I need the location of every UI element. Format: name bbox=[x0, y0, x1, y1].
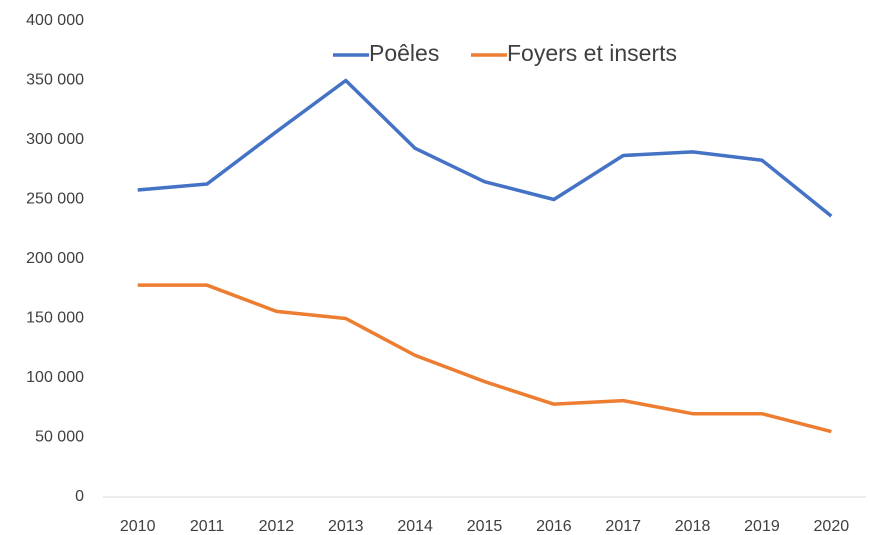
x-tick-label: 2014 bbox=[397, 518, 433, 535]
y-tick-label: 150 000 bbox=[26, 310, 84, 327]
y-tick-label: 250 000 bbox=[26, 191, 84, 208]
x-tick-label: 2012 bbox=[259, 518, 295, 535]
x-tick-label: 2016 bbox=[536, 518, 572, 535]
series-line bbox=[137, 283, 832, 434]
y-tick-label: 200 000 bbox=[26, 250, 84, 267]
x-tick-label: 2018 bbox=[675, 518, 711, 535]
x-tick-label: 2010 bbox=[120, 518, 156, 535]
y-tick-label: 0 bbox=[75, 488, 84, 505]
x-tick-label: 2020 bbox=[814, 518, 850, 535]
x-tick-label: 2013 bbox=[328, 518, 364, 535]
y-tick-label: 100 000 bbox=[26, 369, 84, 386]
y-tick-label: 400 000 bbox=[26, 12, 84, 29]
legend-label: Poêles bbox=[369, 40, 439, 66]
y-tick-label: 300 000 bbox=[26, 131, 84, 148]
x-tick-label: 2019 bbox=[744, 518, 780, 535]
y-tick-label: 50 000 bbox=[35, 429, 84, 446]
x-tick-label: 2017 bbox=[605, 518, 641, 535]
x-tick-label: 2015 bbox=[467, 518, 503, 535]
x-tick-label: 2011 bbox=[190, 518, 225, 535]
legend-label: Foyers et inserts bbox=[507, 40, 677, 66]
series-line bbox=[137, 78, 833, 218]
y-tick-label: 350 000 bbox=[26, 72, 84, 89]
